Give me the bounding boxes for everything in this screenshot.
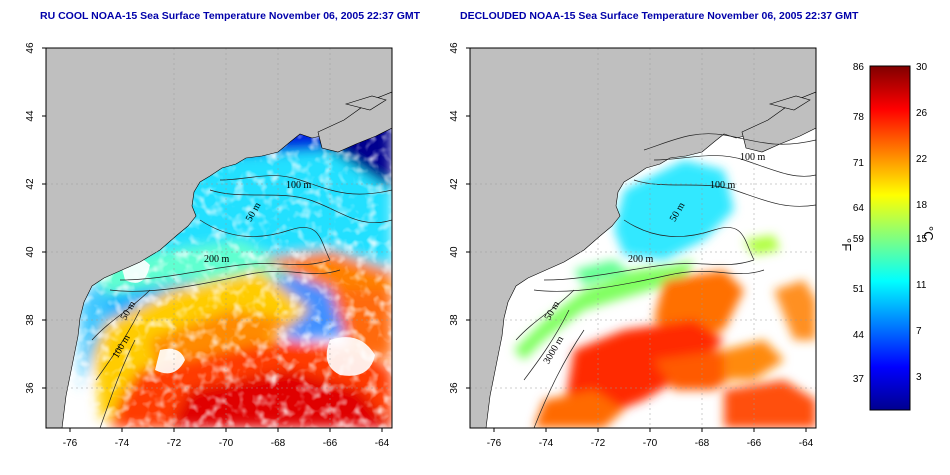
left-map-title: RU COOL NOAA-15 Sea Surface Temperature … xyxy=(40,10,421,22)
x-tick-label: -76 xyxy=(63,438,78,449)
fahrenheit-tick: 44 xyxy=(853,330,865,341)
y-tick-label: 38 xyxy=(449,314,460,326)
contour-label: 200 m xyxy=(628,254,654,265)
x-tick-label: -66 xyxy=(323,438,338,449)
celsius-label: °C xyxy=(921,226,936,241)
x-tick-label: -64 xyxy=(375,438,390,449)
celsius-tick: 26 xyxy=(916,108,928,119)
fahrenheit-tick: 71 xyxy=(853,158,865,169)
fahrenheit-label: °F xyxy=(839,238,854,251)
bathymetry-contours xyxy=(91,175,392,428)
y-tick-label: 36 xyxy=(449,382,460,394)
x-tick-label: -74 xyxy=(539,438,554,449)
x-tick-label: -64 xyxy=(799,438,814,449)
celsius-tick: 15 xyxy=(916,234,928,245)
contour-label: 100 m xyxy=(710,180,736,191)
contour-label: 100 m xyxy=(740,152,766,163)
sst-map-raw: 100 m 50 m 200 m 50 m 100 m 46 44 42 40 … xyxy=(25,42,393,449)
y-axis: 46 44 42 40 38 36 xyxy=(449,42,470,394)
x-axis: -76 -74 -72 -70 -68 -66 -64 xyxy=(487,428,814,449)
x-tick-label: -70 xyxy=(219,438,234,449)
fahrenheit-tick: 86 xyxy=(853,62,865,73)
map-frame xyxy=(45,47,393,429)
fahrenheit-tick: 78 xyxy=(853,112,865,123)
fahrenheit-tick: 59 xyxy=(853,234,865,245)
grid-lines xyxy=(46,48,392,428)
contour-label: 200 m xyxy=(204,254,230,265)
celsius-tick: 7 xyxy=(916,326,922,337)
x-tick-label: -72 xyxy=(591,438,606,449)
right-map-title: DECLOUDED NOAA-15 Sea Surface Temperatur… xyxy=(460,10,859,22)
celsius-ticks: 30 26 22 18 15 11 7 3 xyxy=(916,62,928,383)
y-tick-label: 46 xyxy=(449,42,460,54)
x-tick-label: -68 xyxy=(695,438,710,449)
x-tick-label: -72 xyxy=(167,438,182,449)
sst-map-declouded: 100 m 100 m 50 m 200 m 50 m 3000 m 46 44… xyxy=(449,42,817,449)
celsius-tick: 3 xyxy=(916,372,922,383)
fahrenheit-tick: 51 xyxy=(853,284,865,295)
y-tick-label: 44 xyxy=(449,110,460,122)
grid-lines xyxy=(470,48,816,428)
celsius-tick: 11 xyxy=(916,280,927,291)
bathymetry-contours xyxy=(515,133,816,428)
fahrenheit-tick: 64 xyxy=(853,203,865,214)
celsius-tick: 18 xyxy=(916,200,928,211)
x-tick-label: -66 xyxy=(747,438,762,449)
contour-label: 100 m xyxy=(286,180,312,191)
celsius-tick: 22 xyxy=(916,154,928,165)
y-tick-label: 44 xyxy=(25,110,36,122)
celsius-tick: 30 xyxy=(916,62,928,73)
fahrenheit-tick: 37 xyxy=(853,374,865,385)
temperature-colorbar: 86 78 71 64 59 51 44 37 30 26 22 18 15 1… xyxy=(839,62,936,411)
y-tick-label: 42 xyxy=(25,178,36,190)
x-axis: -76 -74 -72 -70 -68 -66 -64 xyxy=(63,428,390,449)
y-tick-label: 42 xyxy=(449,178,460,190)
y-tick-label: 40 xyxy=(449,246,460,258)
x-tick-label: -76 xyxy=(487,438,502,449)
y-axis: 46 44 42 40 38 36 xyxy=(25,42,46,394)
y-tick-label: 36 xyxy=(25,382,36,394)
fahrenheit-ticks: 86 78 71 64 59 51 44 37 xyxy=(853,62,865,385)
x-tick-label: -68 xyxy=(271,438,286,449)
y-tick-label: 46 xyxy=(25,42,36,54)
map-frame xyxy=(469,47,817,429)
y-tick-label: 38 xyxy=(25,314,36,326)
y-tick-label: 40 xyxy=(25,246,36,258)
colorbar-gradient xyxy=(869,65,911,411)
x-tick-label: -74 xyxy=(115,438,130,449)
x-tick-label: -70 xyxy=(643,438,658,449)
